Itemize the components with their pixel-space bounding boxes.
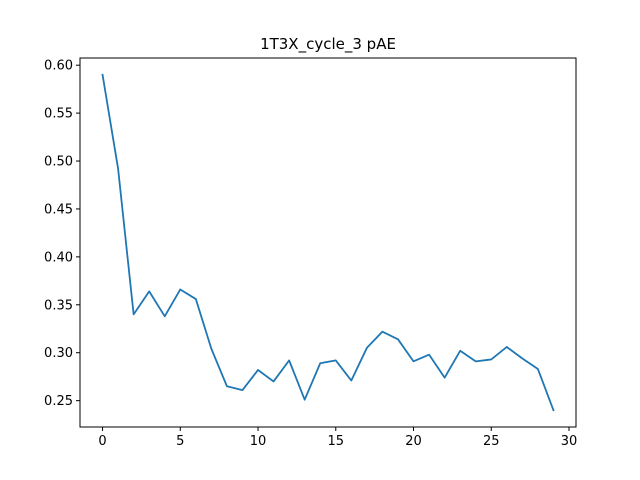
- y-axis: 0.25 0.30 0.35 0.40 0.45 0.50 0.55 0.60: [44, 59, 80, 409]
- chart-title: 1T3X_cycle_3 pAE: [260, 35, 396, 54]
- y-tick-label: 0.40: [44, 250, 73, 265]
- x-tick-label: 0: [98, 434, 106, 449]
- x-tick-label: 10: [250, 434, 267, 449]
- y-tick-label: 0.25: [44, 394, 73, 409]
- x-tick-label: 30: [561, 434, 578, 449]
- series-layer: [101, 73, 555, 412]
- y-tick-label: 0.50: [44, 155, 73, 170]
- x-tick-label: 15: [328, 434, 345, 449]
- x-axis: 0 5 10 15 20 25 30: [98, 427, 577, 449]
- y-tick-label: 0.35: [44, 298, 73, 313]
- x-tick-label: 25: [483, 434, 500, 449]
- x-tick-label: 5: [176, 434, 184, 449]
- y-tick-label: 0.60: [44, 59, 73, 74]
- y-tick-label: 0.30: [44, 346, 73, 361]
- y-tick-label: 0.45: [44, 202, 73, 217]
- series-line: [101, 73, 555, 412]
- x-tick-label: 20: [405, 434, 422, 449]
- plot-area-frame: [79, 57, 577, 428]
- y-tick-label: 0.55: [44, 107, 73, 122]
